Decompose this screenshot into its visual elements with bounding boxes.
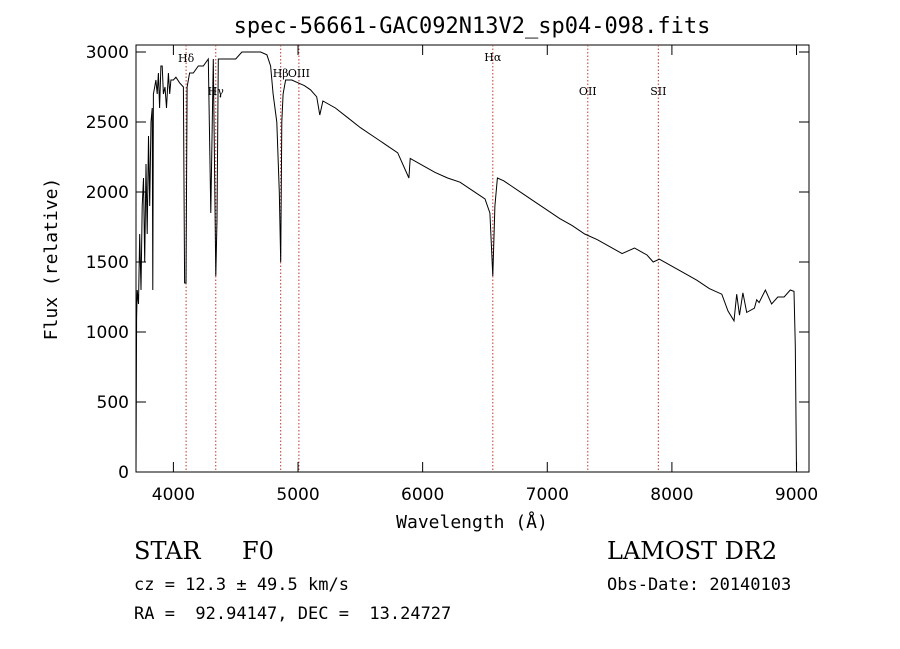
y-tick-label: 0 bbox=[118, 463, 129, 483]
coordinates-text: RA = 92.94147, DEC = 13.24727 bbox=[134, 604, 452, 624]
chart-title: spec-56661-GAC092N13V2_sp04-098.fits bbox=[234, 14, 711, 39]
observation-date-text: Obs-Date: 20140103 bbox=[607, 575, 792, 595]
y-tick-label: 1000 bbox=[86, 323, 129, 343]
plot-frame bbox=[135, 44, 810, 473]
line-marker-label: Hδ bbox=[178, 52, 195, 65]
flux-series-line bbox=[135, 51, 797, 473]
x-axis-label: Wavelength (Å) bbox=[396, 511, 548, 533]
x-tick-label: 6000 bbox=[401, 485, 444, 505]
x-axis-ticks: 4000 5000 6000 7000 8000 9000 bbox=[152, 45, 818, 505]
y-tick-label: 2500 bbox=[86, 113, 129, 133]
x-tick-label: 4000 bbox=[152, 485, 195, 505]
y-tick-label: 3000 bbox=[86, 43, 129, 63]
y-axis-label: Flux (relative) bbox=[41, 178, 62, 341]
redshift-velocity-text: cz = 12.3 ± 49.5 km/s bbox=[134, 575, 349, 595]
emission-line-markers: Hδ Hγ Hβ OIII Hα OII SII bbox=[178, 45, 666, 472]
line-marker-label: SII bbox=[650, 85, 666, 98]
line-marker-label: Hα bbox=[484, 51, 502, 64]
y-axis-ticks: 0 500 1000 1500 2000 2500 3000 bbox=[86, 43, 809, 483]
object-class-label: STAR bbox=[134, 537, 201, 565]
object-subclass-label: F0 bbox=[242, 537, 274, 565]
y-tick-label: 2000 bbox=[86, 183, 129, 203]
x-tick-label: 5000 bbox=[276, 485, 319, 505]
y-tick-label: 1500 bbox=[86, 253, 129, 273]
line-marker-label: Hβ bbox=[273, 67, 289, 80]
line-marker-label: Hγ bbox=[208, 85, 225, 98]
x-tick-label: 9000 bbox=[775, 485, 818, 505]
line-marker-label: OIII bbox=[288, 67, 310, 80]
line-marker-label: OII bbox=[579, 85, 597, 98]
survey-label: LAMOST DR2 bbox=[607, 537, 778, 565]
y-tick-label: 500 bbox=[97, 393, 129, 413]
x-tick-label: 8000 bbox=[650, 485, 693, 505]
x-tick-label: 7000 bbox=[526, 485, 569, 505]
